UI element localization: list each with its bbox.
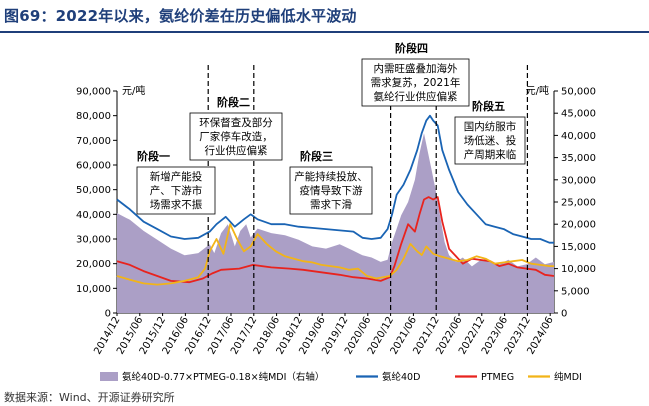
title-underline — [0, 31, 649, 33]
left-tick-label: 50,000 — [76, 185, 111, 196]
right-tick-label: 15,000 — [561, 242, 596, 253]
stage-label: 阶段三 — [300, 149, 333, 163]
stage-note-box — [289, 166, 373, 215]
left-tick-label: 60,000 — [76, 161, 111, 172]
annotation-layer: 阶段一新增产能投产、下游市场需求不振阶段二环保督查及部分厂家停车改造，行业供应偏… — [136, 41, 526, 215]
right-tick-label: 50,000 — [561, 87, 596, 98]
stage-note-line: 产周期来临 — [464, 148, 517, 161]
stage-note-line: 新增产能投 — [150, 170, 203, 183]
stage-note-line: 产能持续投放、 — [294, 170, 368, 183]
legend-label: 氨纶40D — [382, 371, 420, 383]
right-tick-label: 20,000 — [561, 220, 596, 231]
legend-item: 纯MDI — [528, 371, 582, 383]
stage-label: 阶段一 — [137, 149, 170, 163]
right-tick-label: 35,000 — [561, 153, 596, 164]
left-tick-label: 0 — [105, 309, 111, 320]
left-tick-label: 90,000 — [76, 87, 111, 98]
stage-note-box — [361, 58, 470, 107]
legend-item: 氨纶40D-0.77×PTMEG-0.18×纯MDI（右轴） — [100, 371, 324, 383]
stage-note-line: 场需求不振 — [150, 198, 203, 211]
legend-label: 氨纶40D-0.77×PTMEG-0.18×纯MDI（右轴） — [122, 371, 324, 383]
stage-note-line: 需求下滑 — [310, 199, 352, 211]
right-axis-unit: 元/吨 — [526, 84, 549, 97]
legend-item: PTMEG — [455, 372, 514, 383]
left-tick-label: 10,000 — [76, 284, 111, 295]
legend-label: 纯MDI — [554, 371, 582, 383]
legend-label: PTMEG — [481, 372, 514, 383]
stage-note-line: 内需旺盛叠加海外 — [374, 62, 458, 75]
stage-note-line: 需求复苏，2021年 — [371, 76, 461, 89]
left-tick-label: 70,000 — [76, 136, 111, 147]
legend: 氨纶40D-0.77×PTMEG-0.18×纯MDI（右轴） 氨纶40D PTMEG… — [100, 371, 582, 383]
stage-note-line: 疫情导致下游 — [300, 184, 363, 197]
right-tick-label: 25,000 — [561, 198, 596, 209]
left-tick-label: 40,000 — [76, 210, 111, 221]
stage-label: 阶段四 — [395, 41, 428, 55]
stage-note-box — [189, 112, 283, 161]
left-tick-label: 80,000 — [76, 111, 111, 122]
legend-item: 氨纶40D — [356, 371, 420, 383]
stage-note-line: 环保督查及部分 — [199, 116, 273, 129]
stage-note-line: 场低迷、投 — [464, 134, 517, 147]
stage-note-box — [454, 116, 526, 165]
stage-note-line: 氨纶行业供应偏紧 — [374, 90, 458, 103]
stage-note-line: 国内纺服市 — [464, 120, 517, 133]
stage-note-line: 行业供应偏紧 — [205, 144, 268, 157]
stage-label: 阶段二 — [217, 95, 250, 109]
data-source-note: 数据来源：Wind、开源证券研究所 — [4, 391, 175, 404]
chart: 阶段一新增产能投产、下游市场需求不振阶段二环保督查及部分厂家停车改造，行业供应偏… — [76, 41, 596, 383]
stage-note-line: 厂家停车改造， — [199, 130, 273, 143]
series-line-3 — [116, 223, 554, 286]
stage-note-box — [136, 166, 216, 215]
stage-note-line: 产、下游市 — [150, 184, 203, 197]
price-lines-layer — [116, 114, 555, 286]
left-tick-label: 30,000 — [76, 235, 111, 246]
right-tick-label: 0 — [561, 309, 567, 320]
left-axis-unit: 元/吨 — [122, 84, 145, 97]
legend-swatch — [100, 372, 118, 381]
series-area-spread — [117, 133, 554, 313]
right-tick-label: 40,000 — [561, 131, 596, 142]
right-tick-label: 10,000 — [561, 264, 596, 275]
right-tick-label: 30,000 — [561, 175, 596, 186]
left-tick-label: 20,000 — [76, 259, 111, 270]
right-tick-label: 45,000 — [561, 109, 596, 120]
right-tick-label: 5,000 — [561, 286, 590, 297]
figure-title: 图69：2022年以来，氨纶价差在历史偏低水平波动 — [4, 7, 357, 25]
series-line-1 — [116, 114, 554, 244]
stage-label: 阶段五 — [472, 99, 505, 113]
spread-area-layer — [117, 133, 554, 313]
